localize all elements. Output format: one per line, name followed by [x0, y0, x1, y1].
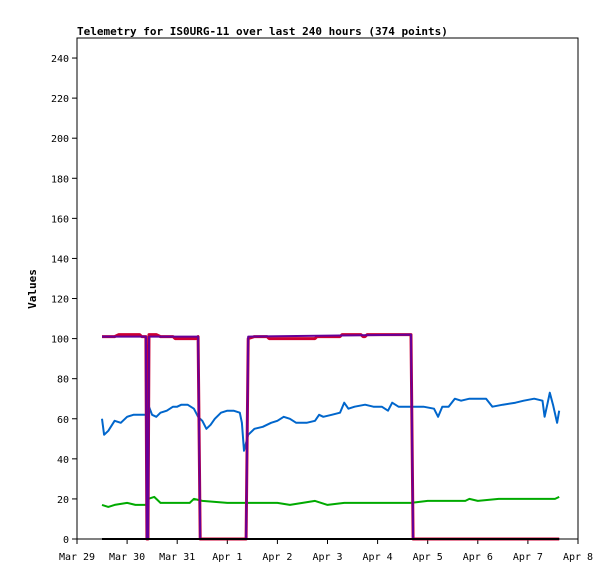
chart-title: Telemetry for IS0URG-11 over last 240 ho… — [77, 25, 448, 38]
x-tick-label: Apr 4 — [363, 552, 393, 563]
series-layer — [101, 333, 561, 541]
y-tick-label: 60 — [57, 415, 69, 426]
y-tick-label: 200 — [51, 134, 69, 145]
x-tick-label: Apr 5 — [413, 552, 443, 563]
y-tick-label: 140 — [51, 254, 69, 265]
x-axis: Mar 29 Mar 30 Mar 31 Apr 1 Apr 2 Apr 3 Apr 4 Ap… — [59, 539, 593, 563]
series-line-3 — [102, 333, 560, 540]
y-tick-label: 40 — [57, 455, 69, 466]
y-tick-label: 160 — [51, 214, 69, 225]
y-tick-label: 120 — [51, 295, 69, 306]
x-tick-label: Apr 8 — [563, 552, 593, 563]
x-tick-label: Mar 31 — [159, 552, 195, 563]
x-tick-label: Apr 1 — [212, 552, 242, 563]
series-line-1 — [101, 495, 560, 508]
y-tick-label: 180 — [51, 174, 69, 185]
x-tick-label: Apr 6 — [463, 552, 493, 563]
x-tick-label: Apr 2 — [262, 552, 292, 563]
y-tick-label: 100 — [51, 335, 69, 346]
series-line-2 — [102, 333, 560, 541]
x-tick-label: Apr 3 — [312, 552, 342, 563]
y-tick-label: 220 — [51, 94, 69, 105]
y-tick-label: 80 — [57, 375, 69, 386]
x-tick-label: Mar 29 — [59, 552, 95, 563]
y-tick-label: 20 — [57, 495, 69, 506]
plot-frame — [76, 37, 579, 540]
x-tick-label: Apr 7 — [513, 552, 543, 563]
y-tick-label: 240 — [51, 54, 69, 65]
y-tick-label: 0 — [63, 535, 69, 546]
x-tick-label: Mar 30 — [109, 552, 145, 563]
y-axis-label: Values — [26, 269, 39, 309]
y-axis: 0 20 40 60 80 100 120 140 160 180 200 220 240 — [51, 54, 77, 546]
series-line-0 — [101, 391, 561, 536]
